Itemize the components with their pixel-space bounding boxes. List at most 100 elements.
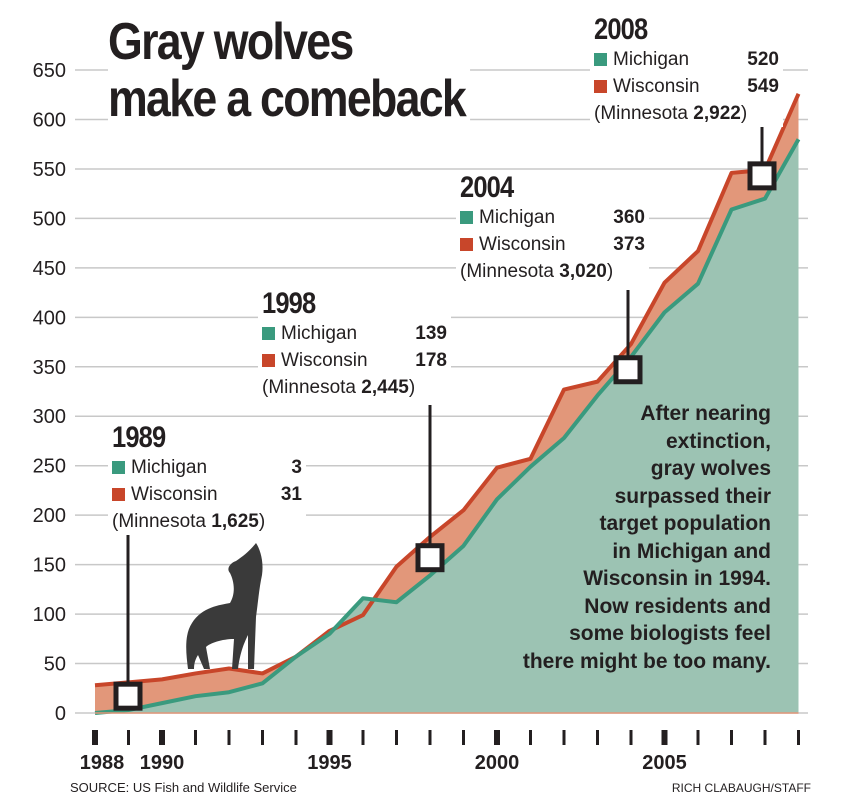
x-tick	[227, 730, 231, 745]
minnesota-label: (Minnesota	[112, 511, 212, 532]
minnesota-line: (Minnesota 1,625)	[112, 508, 302, 535]
note-line: Wisconsin in 1994.	[583, 567, 771, 590]
x-tick	[261, 730, 264, 745]
michigan-swatch-icon	[460, 211, 473, 224]
credit: RICH CLABAUGH/STAFF	[671, 781, 811, 795]
x-tick-label: 2000	[475, 752, 520, 774]
y-tick-label: 200	[33, 505, 66, 527]
year-marker	[747, 161, 777, 191]
x-tick	[730, 730, 733, 745]
paren: )	[408, 377, 416, 398]
y-tick-label: 400	[33, 307, 66, 329]
x-tick	[294, 730, 298, 745]
x-tick	[194, 730, 197, 745]
year-marker	[613, 355, 643, 385]
y-tick-label: 150	[33, 555, 66, 577]
wisconsin-value: 178	[415, 350, 447, 371]
y-tick-label: 100	[33, 604, 66, 626]
annotation-note: After nearing extinction, gray wolves su…	[451, 400, 771, 675]
note-line: surpassed their	[614, 484, 771, 508]
y-tick-label: 600	[33, 109, 66, 131]
x-tick	[763, 730, 767, 745]
paren: )	[740, 103, 748, 124]
y-tick-label: 550	[33, 159, 66, 181]
paren: )	[606, 261, 614, 282]
wisconsin-value: 373	[613, 234, 645, 255]
x-tick	[159, 730, 165, 745]
y-tick-label: 650	[33, 60, 66, 82]
note-line: target population	[599, 512, 772, 535]
x-tick	[529, 730, 532, 745]
minnesota-label: (Minnesota	[262, 377, 362, 398]
y-tick-label: 50	[44, 654, 66, 676]
note-line: Now residents and	[584, 594, 771, 618]
note-line: After nearing	[640, 402, 771, 425]
note-line: extinction,	[665, 429, 771, 453]
y-tick-label: 250	[33, 456, 66, 478]
minnesota-line: (Minnesota 3,020)	[460, 258, 645, 285]
michigan-label: Michigan	[613, 49, 690, 70]
y-tick-label: 0	[55, 703, 66, 725]
wolf-shape	[186, 543, 263, 669]
note-line: in Michigan and	[612, 539, 771, 563]
michigan-value: 360	[613, 207, 645, 228]
wisconsin-swatch-icon	[112, 488, 125, 501]
note-line: there might be too many.	[522, 649, 771, 673]
wisconsin-line	[94, 92, 801, 688]
callout-2004: 2004 Michigan 360 Wisconsin 373 (Minnesota…	[456, 172, 649, 285]
x-tick-label: 1988	[80, 752, 125, 774]
x-tick	[596, 730, 599, 745]
wisconsin-value: 549	[747, 76, 779, 97]
callout-year: 2008	[594, 13, 648, 46]
wisconsin-label: Wisconsin	[281, 350, 368, 371]
note-line: some biologists feel	[569, 622, 771, 645]
x-tick	[462, 730, 465, 745]
x-tick	[629, 730, 633, 745]
callout-1998: 1998 Michigan 139 Wisconsin 178 (Minnesota…	[258, 288, 451, 401]
michigan-value: 520	[747, 49, 779, 70]
michigan-label: Michigan	[281, 323, 358, 344]
wisconsin-label: Wisconsin	[479, 234, 566, 255]
michigan-swatch-icon	[594, 53, 607, 66]
minnesota-line: (Minnesota 2,445)	[262, 374, 447, 401]
wisconsin-swatch-icon	[460, 238, 473, 251]
x-tick	[797, 730, 800, 745]
x-tick	[696, 730, 700, 745]
minnesota-label: (Minnesota	[594, 103, 694, 124]
x-tick-label: 1990	[140, 752, 185, 774]
note-line: gray wolves	[650, 457, 771, 480]
michigan-label: Michigan	[479, 207, 556, 228]
x-tick	[562, 730, 566, 745]
y-tick-label: 450	[33, 258, 66, 280]
wolf-icon	[186, 543, 263, 669]
year-marker	[113, 681, 143, 711]
x-tick	[361, 730, 365, 745]
wisconsin-swatch-icon	[262, 354, 275, 367]
callout-year: 2004	[460, 171, 514, 204]
minnesota-label: (Minnesota	[460, 261, 560, 282]
callout-1989: 1989 Michigan 3 Wisconsin 31 (Minnesota 1,…	[108, 422, 306, 535]
x-tick	[428, 730, 432, 745]
michigan-value: 139	[415, 323, 447, 344]
year-marker	[415, 543, 445, 573]
minnesota-value: 2,922	[693, 103, 741, 124]
michigan-swatch-icon	[262, 327, 275, 340]
michigan-label: Michigan	[131, 457, 208, 478]
wisconsin-swatch-icon	[594, 80, 607, 93]
wisconsin-value: 31	[280, 484, 302, 505]
x-tick	[326, 730, 333, 745]
x-tick	[661, 730, 668, 745]
chart-title: Gray wolves make a comeback	[108, 13, 471, 128]
x-tick	[92, 730, 98, 745]
michigan-line	[94, 138, 801, 715]
michigan-area	[95, 139, 799, 713]
title-line-1: Gray wolves	[108, 13, 354, 71]
minnesota-value: 1,625	[211, 511, 259, 532]
paren: )	[258, 511, 266, 532]
michigan-swatch-icon	[112, 461, 125, 474]
x-tick-label: 2005	[642, 752, 687, 774]
callout-year: 1998	[262, 287, 316, 320]
x-tick-label: 1995	[307, 752, 352, 774]
